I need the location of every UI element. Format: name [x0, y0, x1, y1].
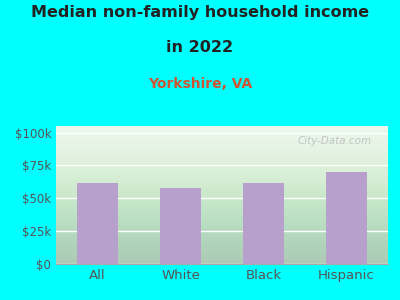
Text: City-Data.com: City-Data.com	[297, 136, 371, 146]
Text: Yorkshire, VA: Yorkshire, VA	[148, 76, 252, 91]
Bar	[77, 182, 118, 264]
Bar	[160, 188, 201, 264]
Text: Median non-family household income: Median non-family household income	[31, 4, 369, 20]
Bar	[243, 182, 284, 264]
Bar	[326, 172, 367, 264]
Text: in 2022: in 2022	[166, 40, 234, 56]
